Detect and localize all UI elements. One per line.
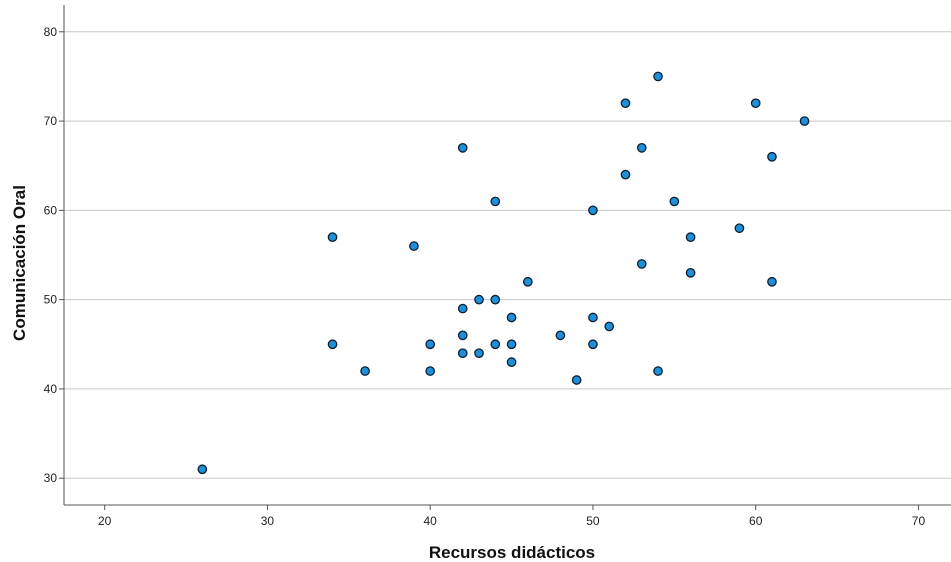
data-point: [457, 303, 468, 314]
data-point: [685, 268, 696, 278]
x-tick-label: 20: [98, 514, 112, 528]
data-point: [474, 294, 484, 305]
y-axis-title: Comunicación Oral: [10, 185, 29, 341]
data-point: [620, 98, 631, 109]
data-point: [571, 375, 582, 385]
data-point: [604, 321, 615, 332]
data-point: [490, 294, 501, 305]
data-point: [588, 339, 598, 350]
y-tick-label: 40: [44, 382, 58, 396]
data-point: [799, 116, 810, 126]
data-point: [620, 169, 631, 180]
data-point: [457, 330, 468, 341]
data-point: [409, 241, 419, 251]
x-tick-label: 50: [586, 514, 600, 528]
y-tick-label: 30: [44, 471, 58, 485]
data-point: [425, 366, 436, 376]
data-point: [653, 71, 663, 82]
data-point: [360, 366, 370, 376]
data-point: [522, 276, 533, 287]
y-tick-label: 50: [44, 293, 58, 307]
axes: [59, 5, 951, 510]
data-point: [474, 348, 484, 359]
data-point: [457, 348, 468, 359]
data-point: [457, 143, 468, 153]
data-point: [669, 196, 680, 207]
data-point: [197, 464, 208, 475]
x-tick-label: 40: [424, 514, 438, 528]
data-point: [425, 339, 436, 350]
data-point: [555, 330, 566, 341]
data-point: [750, 98, 761, 109]
data-point: [588, 312, 598, 323]
x-tick-label: 70: [912, 514, 926, 528]
data-point: [490, 196, 501, 207]
data-point: [636, 259, 647, 269]
x-tick-label: 60: [749, 514, 763, 528]
data-point: [767, 151, 777, 162]
data-point: [685, 232, 696, 242]
x-tick-label: 30: [261, 514, 275, 528]
y-tick-label: 60: [44, 203, 58, 217]
gridlines: [64, 31, 951, 479]
data-points: [197, 71, 810, 475]
y-tick-label: 70: [44, 114, 58, 128]
y-tick-labels: 30 40 50 60 70 80: [44, 25, 58, 485]
data-point: [327, 339, 338, 350]
x-axis-title: Recursos didácticos: [429, 543, 595, 562]
data-point: [506, 339, 517, 350]
data-point: [588, 205, 598, 216]
data-point: [767, 276, 777, 287]
data-point: [636, 143, 647, 153]
data-point: [653, 366, 663, 376]
y-tick-label: 80: [44, 25, 58, 39]
data-point: [506, 312, 517, 323]
data-point: [490, 339, 501, 350]
data-point: [734, 223, 745, 234]
data-point: [327, 232, 338, 242]
x-tick-labels: 20 30 40 50 60 70: [98, 514, 925, 528]
data-point: [506, 357, 517, 367]
